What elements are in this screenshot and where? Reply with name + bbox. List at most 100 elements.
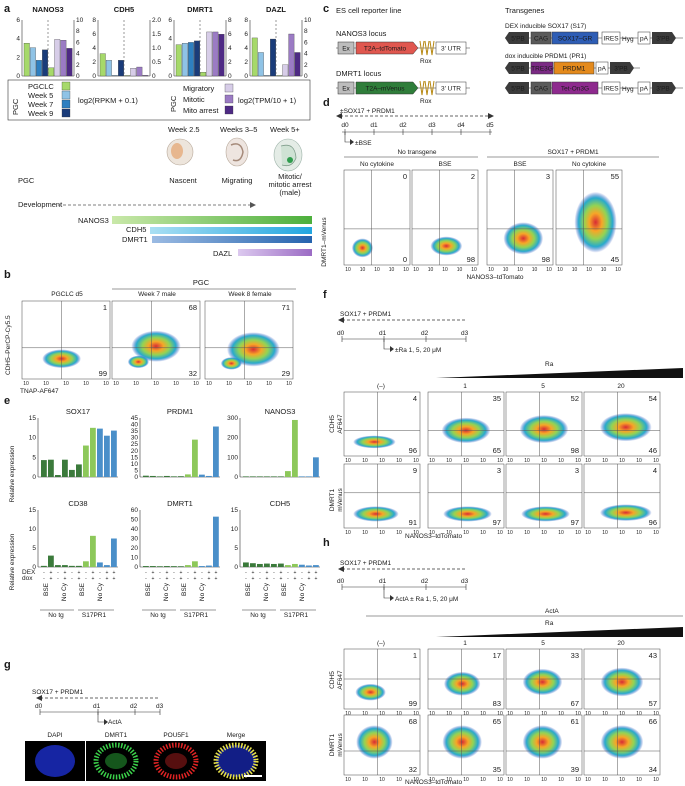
c-prdm1 xyxy=(553,61,595,75)
legend-item-migratory: Migratory xyxy=(183,84,215,93)
h-row1-plot-tick: 10 xyxy=(541,711,547,717)
e-dox-sign: + xyxy=(215,576,218,582)
f-row1-plot-lr-value: 98 xyxy=(571,446,579,455)
h-row2-plot-tick: 10 xyxy=(541,777,547,783)
c-sox-label: DEX inducible SOX17 (S17) xyxy=(505,23,586,30)
c-dmrt-exon xyxy=(337,81,355,95)
e-tick: 0 xyxy=(134,474,138,481)
f-row2-plot-tick: 10 xyxy=(497,530,503,536)
a-bar xyxy=(200,72,207,77)
f-row1-plot-tick: 10 xyxy=(497,458,503,464)
e-dex-sign: + xyxy=(180,570,183,576)
c-sox-ires-label: IRES xyxy=(603,36,619,43)
c-dmrt-utr-label: 3′ UTR xyxy=(441,86,461,93)
a-left-tick: 4 xyxy=(168,36,172,43)
e-bar xyxy=(250,563,256,567)
a-left-tick: 4 xyxy=(16,36,20,43)
a-right-tick: 8 xyxy=(304,28,308,35)
f-row1-plot-tick: 10 xyxy=(541,458,547,464)
panel-f-timeline: SOX17 + PRDM1 d0 d1 d2 d3 ±Ra 1, 5, 20 μ… xyxy=(337,311,469,354)
f-row1-plot-tick: 10 xyxy=(379,458,385,464)
d-plot-cells xyxy=(574,191,617,253)
h-row2-plot-tick: 10 xyxy=(653,777,659,783)
d-plot-ur-value: 3 xyxy=(546,172,550,181)
e-bar xyxy=(285,565,291,567)
f-row1-plot-lr-value: 65 xyxy=(493,446,501,455)
f-col-label: 1 xyxy=(463,383,467,390)
a-left-tick: 2 xyxy=(168,54,172,61)
e-bar xyxy=(206,565,212,567)
e-bar xyxy=(76,464,82,477)
f-col-label: 20 xyxy=(617,383,625,390)
e-dox-sign: + xyxy=(50,576,53,582)
e-bar xyxy=(104,435,110,477)
a-bar xyxy=(270,38,276,77)
h-row2-label: DMRT1mVenus xyxy=(329,733,344,757)
c-sox-pa-label: pA xyxy=(640,36,649,43)
panel-b-letter: b xyxy=(4,269,11,281)
b-plot-tick: 10 xyxy=(286,381,292,387)
e-condition: No Cy xyxy=(299,582,306,601)
h-row1-plot-ur-value: 1 xyxy=(413,651,417,660)
f-row1-plot-tick: 10 xyxy=(585,458,591,464)
e-bar xyxy=(97,562,103,567)
h-ra-wedge xyxy=(436,627,683,637)
a-left-tick: 0 xyxy=(244,73,248,80)
e-dex-sign: + xyxy=(194,570,197,576)
a-right-tick: 10 xyxy=(76,17,84,24)
marker-bar-nanos3 xyxy=(112,216,312,224)
e-bar xyxy=(299,476,305,477)
stage-name-pgc: PGC xyxy=(18,176,35,185)
h-row1-plot-lr-value: 57 xyxy=(649,699,657,708)
d-plot-cells xyxy=(351,238,374,258)
a-right-tick: 10 xyxy=(304,17,312,24)
legend-item-pgclc: PGCLC xyxy=(28,82,54,91)
e-dex-sign: - xyxy=(259,570,261,576)
embryo-nascent-icon xyxy=(166,138,194,166)
a-bar xyxy=(257,52,264,77)
f-row2-plot-lr-value: 96 xyxy=(649,518,657,527)
h-row1-label: CDH5AF647 xyxy=(329,670,344,690)
e-tick: 5 xyxy=(32,545,36,552)
f-row2-plot-tick: 10 xyxy=(379,530,385,536)
c-mvenus xyxy=(355,81,419,95)
e-bar xyxy=(111,430,117,477)
b-plot-cells xyxy=(227,332,280,367)
a-right-tick: 2 xyxy=(228,59,232,66)
e-bar xyxy=(185,474,191,477)
marker-bar-dazl xyxy=(238,249,312,256)
d-xlabel: NANOS3–tdTomato xyxy=(466,274,523,281)
h-col-label: 5 xyxy=(541,640,545,647)
e-tick: 50 xyxy=(131,517,139,524)
c-sox17-gr xyxy=(551,31,599,45)
c-dmrt-exon-label: Ex xyxy=(342,86,350,93)
a-bar xyxy=(175,44,182,77)
e-chart-title: NANOS3 xyxy=(265,407,296,416)
c-tdtomato xyxy=(355,41,419,55)
e-bar xyxy=(192,439,198,477)
h-row1-plot-tick: 10 xyxy=(480,711,486,717)
e-dox-sign: + xyxy=(308,576,311,582)
e-dox-sign: - xyxy=(145,576,147,582)
f-row2-plot-cells xyxy=(521,506,570,522)
h-row1-plot-tick: 10 xyxy=(653,711,659,717)
d-day-label: d3 xyxy=(428,122,436,129)
d-plot-tick: 10 xyxy=(360,267,366,273)
b-plot-tick: 10 xyxy=(133,381,139,387)
e-dex-sign: - xyxy=(273,570,275,576)
stage-name-nascent: Nascent xyxy=(169,176,197,185)
a-chart-title: DMRT1 xyxy=(187,5,213,14)
a-left-tick: 0 xyxy=(16,73,20,80)
h-row2-plot-tick: 10 xyxy=(636,777,642,783)
panel-d-flow-plots: No cytokine 0 0 10 10 10 10 10 BSE 2 98 10 10 10 10 10 B… xyxy=(343,161,623,273)
d-plot-cells xyxy=(430,236,463,256)
h-row2-plot-tick: 10 xyxy=(585,777,591,783)
c-nanos3-locus: NANOS3 locus xyxy=(336,29,387,38)
b-plot-tick: 10 xyxy=(153,381,159,387)
e-dox-sign: + xyxy=(106,576,109,582)
e-dex-sign: + xyxy=(215,570,218,576)
d-day-label: d5 xyxy=(486,122,494,129)
g-channel-merge: Merge xyxy=(227,732,246,739)
e-tick: 35 xyxy=(131,428,139,435)
e-condition: BSE xyxy=(181,582,188,596)
